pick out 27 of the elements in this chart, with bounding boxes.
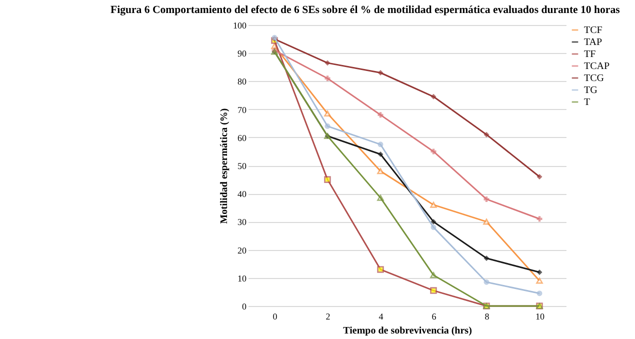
legend-label: T	[584, 97, 590, 108]
y-tick-label: 40	[238, 189, 247, 200]
y-tick-label: 90	[238, 48, 247, 59]
legend-label: TF	[584, 49, 596, 60]
y-tick-label: 30	[238, 217, 247, 228]
x-tick-label: 8	[484, 312, 490, 322]
x-axis-title: Tiempo de sobrevivencia (hrs)	[343, 326, 472, 336]
y-tick-label: 20	[238, 245, 247, 256]
legend-label: TCAP	[584, 61, 610, 72]
x-tick-label: 6	[432, 312, 437, 322]
x-tick-label: 4	[378, 312, 384, 322]
chart-title: Figura 6 Comportamiento del efecto de 6 SEs sobre él % de motilidad espermática evaluados durante 10 horas	[110, 4, 620, 16]
legend-label: TG	[584, 85, 598, 96]
y-tick-label: 10	[238, 273, 247, 284]
x-tick-label: 2	[326, 312, 330, 322]
legend-label: TAP	[584, 37, 603, 48]
legend-label: TCG	[584, 73, 604, 84]
y-tick-label: 100	[233, 20, 247, 30]
y-axis-title: Motilidad espermática (%)	[219, 108, 230, 224]
y-tick-label: 0	[242, 302, 247, 312]
y-tick-label: 60	[238, 132, 247, 143]
y-tick-label: 50	[238, 161, 247, 171]
y-tick-label: 80	[238, 76, 247, 87]
legend-label: TCF	[584, 25, 603, 36]
x-tick-label: 0	[272, 312, 278, 322]
x-tick-label: 10	[536, 312, 545, 322]
y-tick-label: 70	[238, 104, 247, 115]
